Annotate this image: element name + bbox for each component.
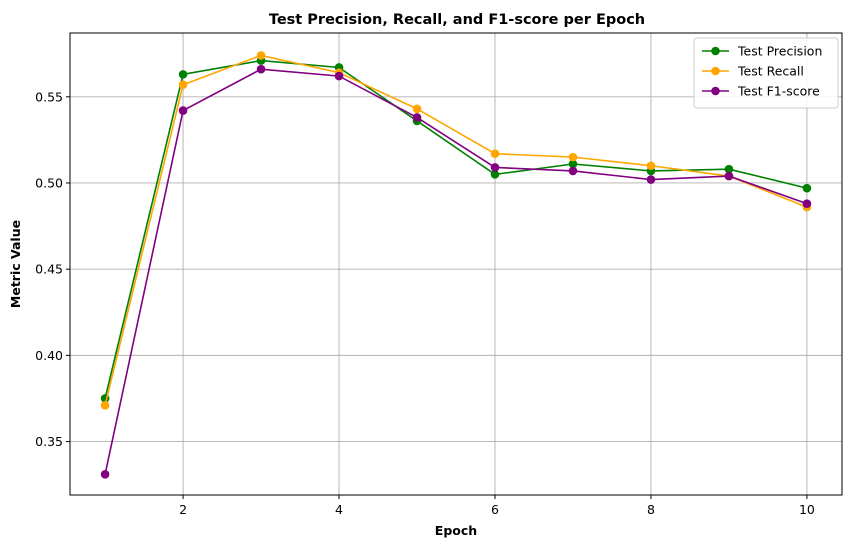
- y-tick-label: 0.40: [35, 348, 63, 363]
- y-tick-label: 0.55: [35, 89, 63, 104]
- data-point: [334, 71, 344, 81]
- legend-label: Test Precision: [737, 44, 822, 59]
- x-tick-label: 2: [179, 502, 187, 517]
- data-point: [178, 70, 188, 79]
- data-point: [802, 199, 812, 208]
- data-point: [568, 159, 578, 169]
- x-tick-label: 4: [335, 502, 343, 517]
- plot-frame: [69, 32, 843, 496]
- data-point: [412, 113, 422, 122]
- series-line: [104, 68, 808, 475]
- legend: Test Precision Test Recall Test F1-score: [693, 37, 839, 109]
- legend-item: Test F1-score: [702, 84, 820, 99]
- data-point: [724, 171, 734, 181]
- legend-marker: [711, 86, 720, 96]
- legend-box: [693, 37, 839, 109]
- data-point: [724, 164, 734, 174]
- data-point: [256, 64, 266, 74]
- legend-label: Test Recall: [737, 64, 804, 79]
- legend-label: Test F1-score: [737, 84, 820, 99]
- x-axis-label: Epoch: [435, 523, 477, 538]
- y-tick-label: 0.50: [35, 175, 63, 190]
- x-tick-label: 10: [799, 502, 815, 517]
- x-tick-label: 8: [647, 502, 655, 517]
- data-point: [490, 163, 500, 172]
- legend-item: Test Recall: [702, 64, 804, 79]
- data-point: [178, 106, 188, 115]
- data-point: [646, 175, 656, 184]
- series-line: [104, 59, 808, 399]
- data-point: [568, 166, 578, 176]
- series-0: [100, 56, 812, 403]
- data-point: [568, 152, 578, 162]
- series-layer: [100, 51, 812, 479]
- y-axis-label: Metric Value: [8, 220, 23, 308]
- data-point: [490, 170, 500, 179]
- data-point: [802, 183, 812, 193]
- legend-marker: [711, 66, 720, 76]
- legend-marker: [711, 46, 720, 56]
- legend-item: Test Precision: [702, 44, 822, 59]
- data-point: [100, 401, 110, 410]
- y-tick-label: 0.35: [35, 434, 63, 449]
- series-1: [100, 51, 812, 410]
- series-2: [100, 64, 812, 479]
- x-tick-label: 6: [491, 502, 499, 517]
- data-point: [178, 80, 188, 90]
- data-point: [646, 161, 656, 171]
- y-tick-label: 0.45: [35, 262, 63, 277]
- series-line: [104, 54, 808, 406]
- data-point: [412, 104, 422, 114]
- data-point: [100, 470, 110, 479]
- data-point: [490, 149, 500, 158]
- axis-ticks: 2 4 6 8 10 0.35 0.40 0.45 0.50 0.55: [35, 89, 815, 517]
- data-point: [256, 51, 266, 60]
- chart-title: Test Precision, Recall, and F1-score per…: [269, 12, 645, 28]
